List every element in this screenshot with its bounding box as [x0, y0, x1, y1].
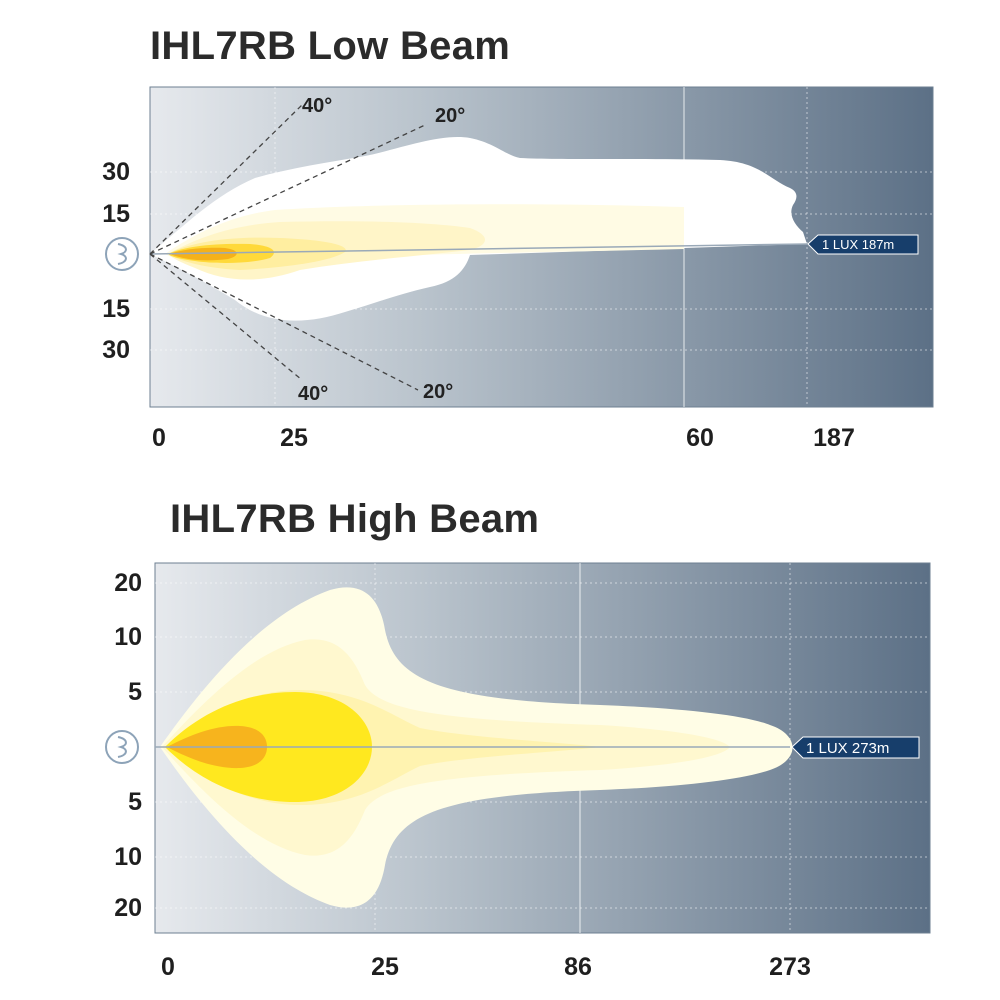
angle-label-upper-40: 40° [302, 95, 332, 117]
high-beam-ytick-upper-5: 5 [128, 678, 142, 706]
angle-label-upper-20: 20° [435, 105, 465, 127]
low-beam-xtick-187: 187 [813, 424, 855, 452]
low-beam-lux-label: 1 LUX 187m [822, 237, 894, 252]
high-beam-ytick-upper-10: 10 [114, 623, 142, 651]
low-beam-title: IHL7RB Low Beam [150, 24, 511, 68]
low-beam-angle-lines [149, 104, 426, 391]
low-beam-xtick-0: 0 [152, 424, 166, 452]
high-beam-lux-label: 1 LUX 273m [806, 740, 889, 757]
high-beam-xtick-86: 86 [564, 953, 592, 981]
lamp-icon [105, 237, 139, 271]
low-beam-xtick-25: 25 [280, 424, 308, 452]
high-beam-xtick-0: 0 [161, 953, 175, 981]
angle-label-lower-20: 20° [423, 381, 453, 403]
low-beam-ytick-lower-15: 15 [102, 295, 130, 323]
high-beam-xtick-273: 273 [769, 953, 811, 981]
high-beam-ytick-lower-5: 5 [128, 788, 142, 816]
low-beam-ytick-upper-30: 30 [102, 158, 130, 186]
high-beam-xtick-25: 25 [371, 953, 399, 981]
high-beam-ytick-lower-20: 20 [114, 894, 142, 922]
high-beam-lux-badge: 1 LUX 273m [791, 736, 920, 759]
high-beam-ytick-lower-10: 10 [114, 843, 142, 871]
low-beam-centerline [149, 243, 808, 255]
low-beam-core-area [170, 247, 237, 261]
high-beam-title: IHL7RB High Beam [170, 497, 540, 541]
low-beam-ytick-upper-15: 15 [102, 200, 130, 228]
high-beam-ytick-upper-20: 20 [114, 569, 142, 597]
low-beam-xtick-60: 60 [686, 424, 714, 452]
low-beam-ytick-lower-30: 30 [102, 336, 130, 364]
angle-label-lower-40: 40° [298, 383, 328, 405]
low-beam-lux-badge: 1 LUX 187m [807, 234, 919, 255]
lamp-icon [105, 730, 139, 764]
